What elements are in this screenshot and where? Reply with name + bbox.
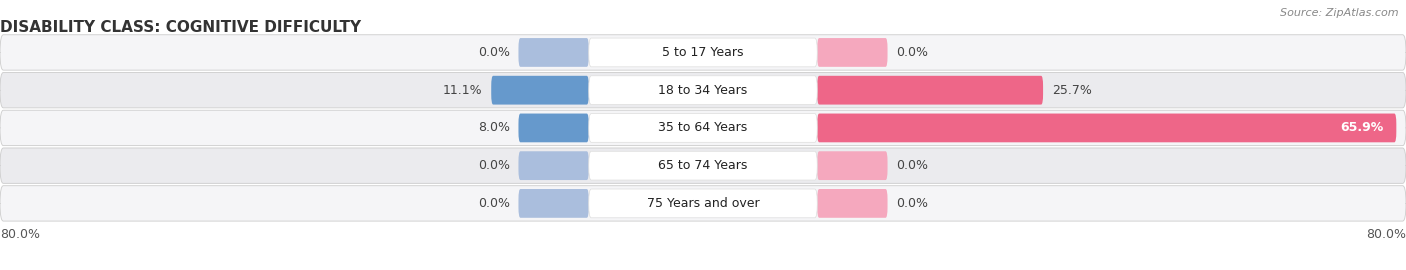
FancyBboxPatch shape <box>0 148 1406 183</box>
Text: 0.0%: 0.0% <box>478 46 510 59</box>
FancyBboxPatch shape <box>589 76 817 104</box>
Text: 75 Years and over: 75 Years and over <box>647 197 759 210</box>
Text: 0.0%: 0.0% <box>897 197 928 210</box>
FancyBboxPatch shape <box>817 151 887 180</box>
FancyBboxPatch shape <box>589 189 817 218</box>
FancyBboxPatch shape <box>817 114 1396 142</box>
Text: DISABILITY CLASS: COGNITIVE DIFFICULTY: DISABILITY CLASS: COGNITIVE DIFFICULTY <box>0 20 361 35</box>
Text: 0.0%: 0.0% <box>478 197 510 210</box>
Text: 80.0%: 80.0% <box>1367 228 1406 241</box>
FancyBboxPatch shape <box>519 38 589 67</box>
Text: 0.0%: 0.0% <box>897 46 928 59</box>
Text: 80.0%: 80.0% <box>0 228 39 241</box>
FancyBboxPatch shape <box>0 73 1406 108</box>
FancyBboxPatch shape <box>817 189 887 218</box>
Text: 8.0%: 8.0% <box>478 122 510 134</box>
FancyBboxPatch shape <box>817 38 887 67</box>
Text: 11.1%: 11.1% <box>443 84 482 97</box>
FancyBboxPatch shape <box>0 186 1406 221</box>
FancyBboxPatch shape <box>519 151 589 180</box>
Text: 25.7%: 25.7% <box>1052 84 1091 97</box>
FancyBboxPatch shape <box>817 76 1043 104</box>
FancyBboxPatch shape <box>519 114 589 142</box>
FancyBboxPatch shape <box>0 110 1406 146</box>
Text: 0.0%: 0.0% <box>897 159 928 172</box>
FancyBboxPatch shape <box>491 76 589 104</box>
Text: 65 to 74 Years: 65 to 74 Years <box>658 159 748 172</box>
Text: 5 to 17 Years: 5 to 17 Years <box>662 46 744 59</box>
Text: 65.9%: 65.9% <box>1340 122 1384 134</box>
Text: 0.0%: 0.0% <box>478 159 510 172</box>
FancyBboxPatch shape <box>519 189 589 218</box>
FancyBboxPatch shape <box>589 151 817 180</box>
Text: Source: ZipAtlas.com: Source: ZipAtlas.com <box>1281 8 1399 18</box>
Text: 18 to 34 Years: 18 to 34 Years <box>658 84 748 97</box>
Text: 35 to 64 Years: 35 to 64 Years <box>658 122 748 134</box>
FancyBboxPatch shape <box>589 114 817 142</box>
FancyBboxPatch shape <box>0 35 1406 70</box>
FancyBboxPatch shape <box>589 38 817 67</box>
